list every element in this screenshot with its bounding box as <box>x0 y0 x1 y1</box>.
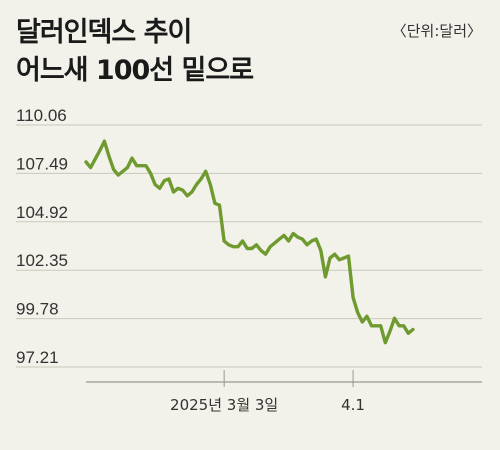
data-point <box>103 140 106 143</box>
data-point <box>223 239 226 242</box>
y-tick-label: 102.35 <box>16 251 68 270</box>
data-point <box>154 183 157 186</box>
data-point <box>384 341 387 344</box>
data-point <box>278 238 281 241</box>
data-point <box>319 249 322 252</box>
data-point <box>356 311 359 314</box>
unit-label: 〈단위:달러〉 <box>391 22 482 40</box>
title-line-2: 어느새 100선 밑으로 <box>16 55 254 86</box>
data-point <box>117 174 120 177</box>
data-point <box>347 255 350 258</box>
data-point <box>338 258 341 261</box>
data-point <box>84 160 87 163</box>
y-tick-label: 104.92 <box>16 203 68 222</box>
data-point <box>200 177 203 180</box>
data-point <box>407 332 410 335</box>
data-point <box>163 179 166 182</box>
data-point <box>204 170 207 173</box>
data-point <box>213 202 216 205</box>
data-point <box>167 177 170 180</box>
data-point <box>388 330 391 333</box>
data-point <box>107 155 110 158</box>
y-tick-label: 99.78 <box>16 300 59 319</box>
grid-lines <box>16 124 482 368</box>
data-point <box>269 245 272 248</box>
data-point <box>411 328 414 331</box>
data-point <box>375 324 378 327</box>
data-point <box>158 187 161 190</box>
y-tick-label: 110.06 <box>16 106 67 125</box>
data-point <box>190 190 193 193</box>
data-point <box>195 183 198 186</box>
data-point <box>393 317 396 320</box>
chart-title: 달러인덱스 추이 어느새 100선 밑으로 <box>16 14 254 90</box>
data-point <box>287 239 290 242</box>
data-point <box>342 256 345 259</box>
y-tick-label: 107.49 <box>16 154 68 173</box>
data-point <box>398 324 401 327</box>
data-point <box>181 189 184 192</box>
data-point <box>333 253 336 256</box>
title-line-1: 달러인덱스 추이 <box>16 17 192 48</box>
data-point <box>324 275 327 278</box>
data-point <box>98 149 101 152</box>
data-point <box>218 204 221 207</box>
x-axis-ticks: 2025년 3월 3일 4.1 <box>170 370 365 414</box>
data-point <box>352 296 355 299</box>
data-point <box>172 190 175 193</box>
data-point <box>126 166 129 169</box>
data-point <box>255 243 258 246</box>
y-axis-ticks: 97.21 99.78 102.35 104.92 107.49 110.06 <box>16 106 68 367</box>
data-point <box>149 172 152 175</box>
data-point <box>264 253 267 256</box>
data-point <box>379 324 382 327</box>
data-point <box>296 236 299 239</box>
x-tick-label: 4.1 <box>341 396 365 414</box>
data-point <box>236 245 239 248</box>
data-point <box>186 194 189 197</box>
series-line <box>84 139 415 345</box>
data-point <box>241 239 244 242</box>
series <box>84 139 415 345</box>
data-point <box>310 239 313 242</box>
x-tick-label: 2025년 3월 3일 <box>170 396 278 414</box>
data-point <box>365 315 368 318</box>
y-tick-label: 97.21 <box>16 348 59 367</box>
data-point <box>273 241 276 244</box>
data-point <box>315 238 318 241</box>
data-point <box>246 247 249 250</box>
data-point <box>328 256 331 259</box>
data-point <box>209 183 212 186</box>
data-point <box>250 247 253 250</box>
data-point <box>402 324 405 327</box>
data-point <box>135 164 138 167</box>
data-point <box>89 166 92 169</box>
data-point <box>232 245 235 248</box>
data-point <box>177 187 180 190</box>
data-point <box>292 232 295 235</box>
data-point <box>130 157 133 160</box>
data-point <box>227 243 230 246</box>
data-point <box>282 234 285 237</box>
data-point <box>370 324 373 327</box>
data-point <box>112 168 115 171</box>
data-point <box>144 164 147 167</box>
data-point <box>361 320 364 323</box>
data-point <box>301 238 304 241</box>
data-point <box>305 243 308 246</box>
data-point <box>259 249 262 252</box>
